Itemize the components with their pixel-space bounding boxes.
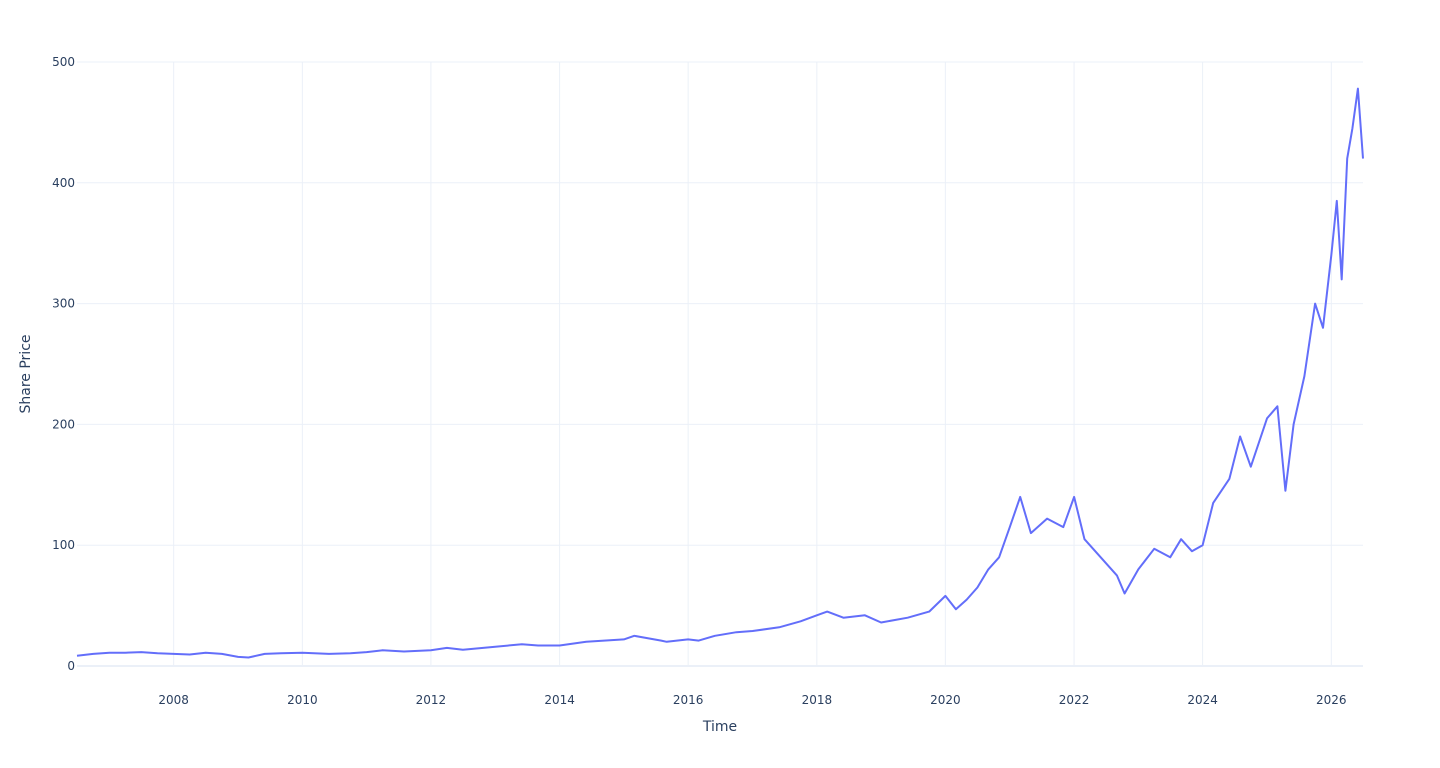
y-tick-label: 400	[52, 176, 75, 190]
y-tick-label: 100	[52, 538, 75, 552]
x-tick-label: 2008	[158, 693, 189, 707]
x-tick-label: 2020	[930, 693, 961, 707]
x-tick-label: 2010	[287, 693, 318, 707]
x-tick-label: 2022	[1059, 693, 1090, 707]
y-tick-labels: 0 100 200 300 400 500	[52, 55, 75, 673]
x-tick-label: 2018	[802, 693, 833, 707]
series-line	[76, 87, 1364, 659]
x-tick-label: 2014	[544, 693, 575, 707]
y-tick-label: 200	[52, 417, 75, 431]
series-group	[76, 87, 1364, 659]
y-tick-label: 0	[67, 659, 75, 673]
x-axis-title: Time	[702, 719, 737, 735]
y-axis-title: Share Price	[18, 334, 34, 413]
x-gridlines	[173, 62, 1332, 666]
y-gridlines	[77, 61, 1363, 667]
y-tick-label: 300	[52, 297, 75, 311]
y-tick-label: 500	[52, 55, 75, 69]
x-tick-label: 2016	[673, 693, 704, 707]
x-tick-label: 2012	[416, 693, 447, 707]
x-tick-label: 2026	[1316, 693, 1347, 707]
x-tick-label: 2024	[1187, 693, 1218, 707]
x-tick-labels: 2008 2010 2012 2014 2016 2018 2020 2022 2024 2026	[158, 693, 1346, 707]
